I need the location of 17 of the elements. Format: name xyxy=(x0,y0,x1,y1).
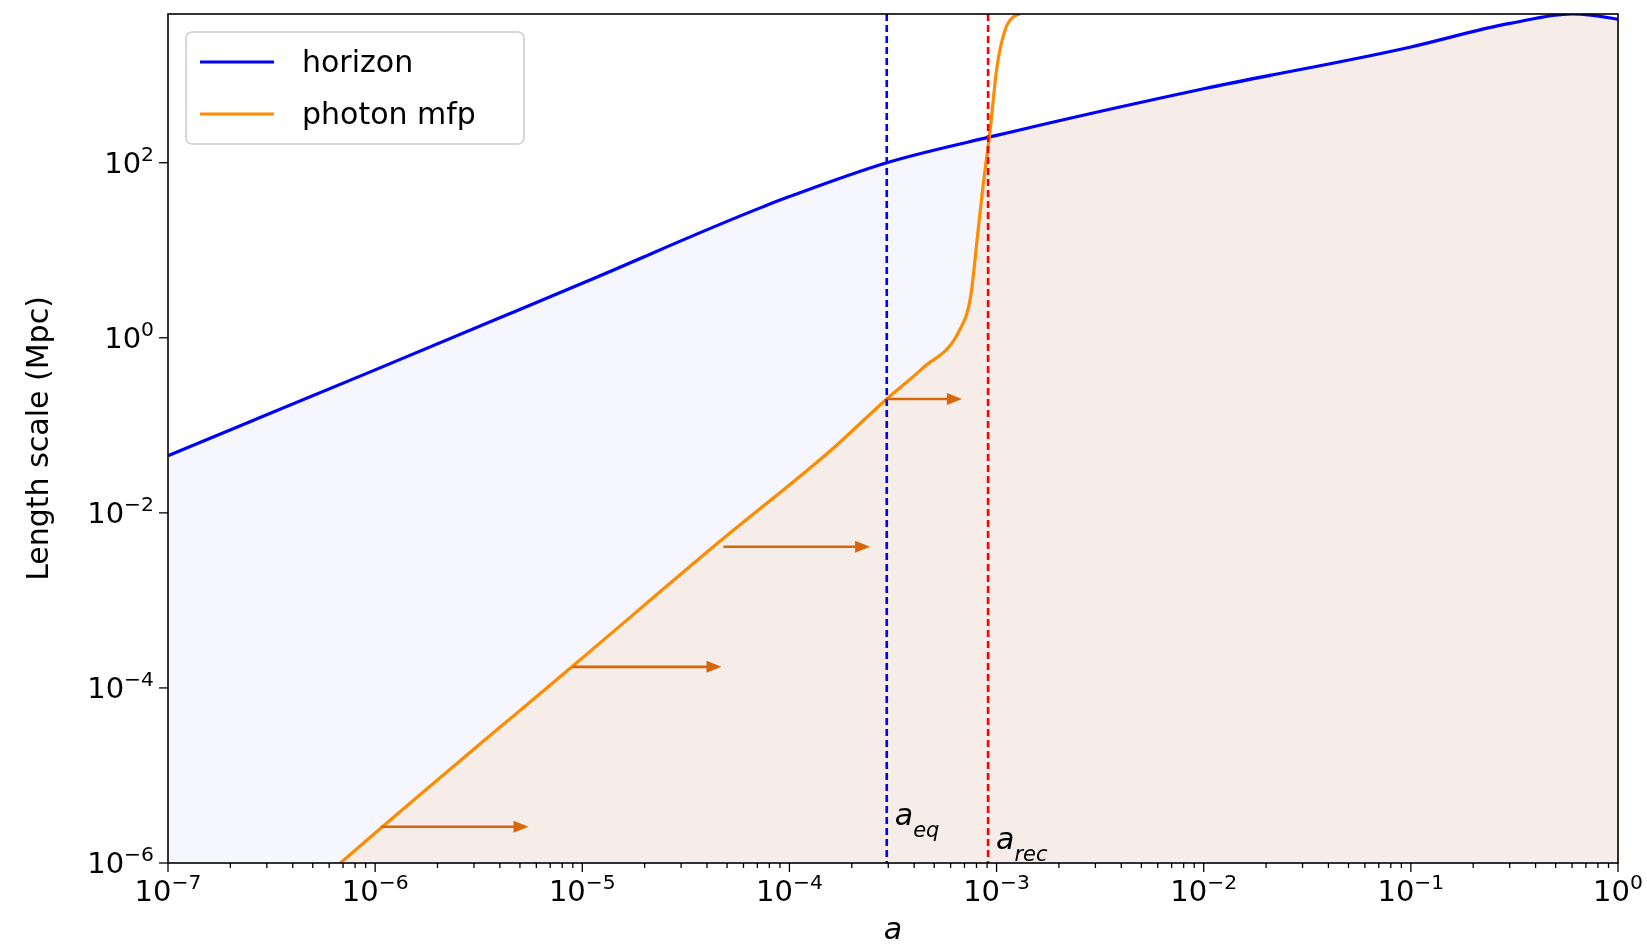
y-tick-label: 10$^{−2}$ xyxy=(87,491,154,530)
x-tick-label: 10$^{−5}$ xyxy=(548,870,616,908)
x-tick-label: 10$^{−2}$ xyxy=(1170,870,1238,908)
y-tick-label: 10$^{2}$ xyxy=(104,141,154,180)
x-tick-label: 10$^{0}$ xyxy=(1593,870,1643,908)
y-axis-title: Length scale (Mpc) xyxy=(20,296,55,581)
ref-line-label: a$_{rec}$ xyxy=(996,821,1049,866)
x-tick-label: 10$^{−4}$ xyxy=(756,870,823,908)
legend-label: horizon xyxy=(302,44,414,79)
x-tick-label: 10$^{−1}$ xyxy=(1377,870,1445,908)
x-axis-title: a xyxy=(883,911,903,946)
y-tick-label: 10$^{0}$ xyxy=(104,316,154,355)
ref-line-label: a$_{eq}$ xyxy=(894,797,940,842)
y-tick-label: 10$^{−4}$ xyxy=(87,666,154,705)
legend-label: photon mfp xyxy=(302,96,476,131)
x-tick-label: 10$^{−3}$ xyxy=(963,870,1030,908)
x-tick-label: 10$^{−6}$ xyxy=(341,870,409,908)
